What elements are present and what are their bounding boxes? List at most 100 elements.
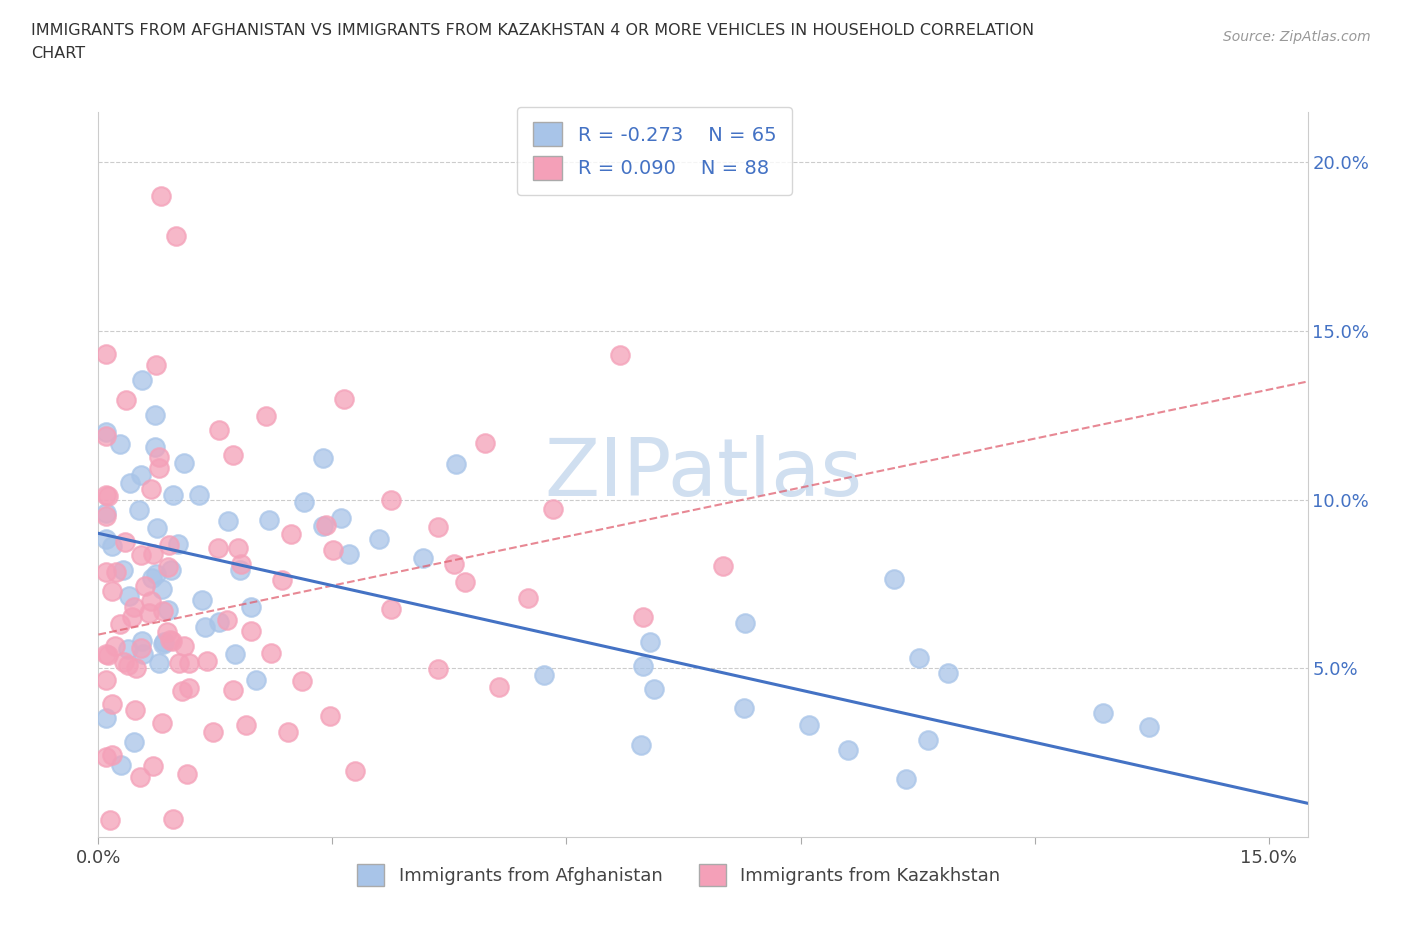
Point [917,733,939,748]
Point [145,567,167,582]
Point [191,593,214,608]
Point [239,624,262,639]
Point [148,460,170,475]
Point [148,449,170,464]
Point [426,661,449,676]
Point [152,636,174,651]
Point [443,556,465,571]
Point [96,347,118,362]
Point [159,562,181,577]
Point [131,634,153,649]
Point [224,647,246,662]
Point [149,189,172,204]
Point [100,697,122,711]
Text: Source: ZipAtlas.com: Source: ZipAtlas.com [1223,30,1371,44]
Point [96,672,118,687]
Point [115,392,138,407]
Text: CHART: CHART [31,46,84,60]
Point [108,436,131,451]
Point [333,392,356,407]
Point [215,612,238,627]
Point [319,709,342,724]
Point [156,625,179,640]
Point [129,548,152,563]
Point [609,347,631,362]
Point [207,540,229,555]
Point [208,422,231,437]
Point [630,738,652,753]
Point [883,572,905,587]
Point [1091,706,1114,721]
Point [257,512,280,527]
Point [837,743,859,758]
Point [271,572,294,587]
Point [226,540,249,555]
Point [222,447,245,462]
Point [380,602,402,617]
Point [165,229,187,244]
Point [177,656,200,671]
Point [160,633,183,648]
Point [733,701,755,716]
Point [129,640,152,655]
Point [96,711,118,725]
Point [368,531,391,546]
Point [152,634,174,649]
Point [97,647,120,662]
Point [101,538,124,553]
Point [799,717,821,732]
Point [187,487,209,502]
Point [148,656,170,671]
Point [122,735,145,750]
Point [145,358,167,373]
Point [734,616,756,631]
Point [124,600,146,615]
Point [96,487,118,502]
Point [291,673,314,688]
Point [150,716,173,731]
Point [167,537,190,551]
Point [108,617,131,631]
Point [120,475,142,490]
Point [312,450,335,465]
Point [157,538,180,552]
Point [229,563,252,578]
Point [112,655,135,670]
Point [176,766,198,781]
Point [412,551,434,565]
Point [134,578,156,593]
Point [543,501,565,516]
Point [141,482,163,497]
Point [96,506,118,521]
Point [277,724,299,739]
Point [638,634,661,649]
Point [156,602,179,617]
Point [150,581,173,596]
Point [142,759,165,774]
Point [631,658,654,673]
Point [124,702,146,717]
Point [111,563,134,578]
Point [517,591,540,605]
Point [129,468,152,483]
Point [280,526,302,541]
Point [132,646,155,661]
Text: ZIPatlas: ZIPatlas [544,435,862,513]
Point [474,435,496,450]
Point [312,518,335,533]
Point [208,615,231,630]
Point [380,492,402,507]
Point [633,609,655,624]
Point [100,813,122,828]
Point [131,373,153,388]
Point [894,772,917,787]
Point [97,489,120,504]
Point [907,651,929,666]
Point [170,684,193,698]
Point [101,748,124,763]
Point [235,718,257,733]
Point [125,660,148,675]
Point [343,764,366,778]
Point [194,619,217,634]
Point [260,645,283,660]
